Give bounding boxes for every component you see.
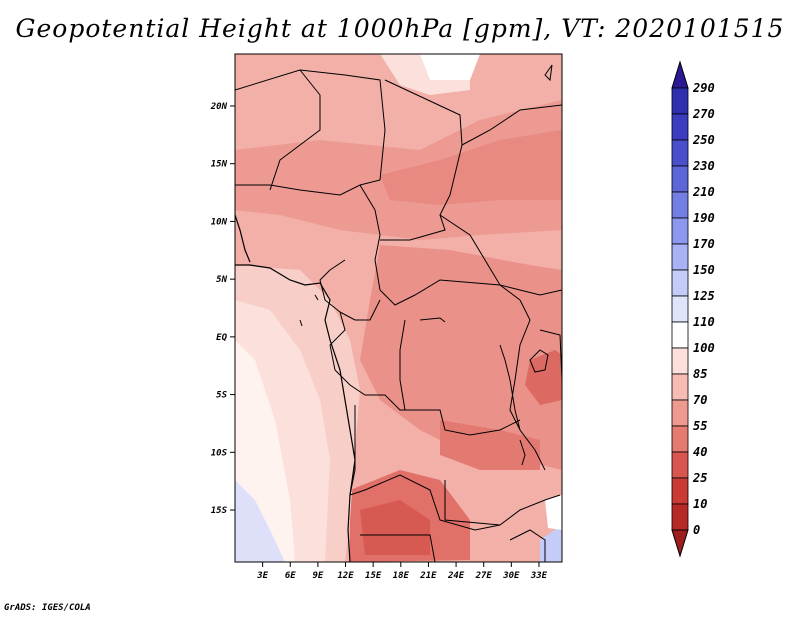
lat-tick-label: 15N (211, 160, 228, 170)
colorbar-segment (671, 165, 689, 193)
colorbar-label: 270 (692, 107, 715, 121)
longitude-axis: 3E 6E 9E 12E 15E 18E 21E 24E 27E 30E 33E (256, 562, 548, 581)
colorbar-label: 100 (693, 341, 715, 355)
colorbar-label: 0 (693, 523, 700, 537)
lon-tick-label: 24E (447, 571, 465, 581)
height-field (235, 54, 562, 562)
lon-tick-label: 6E (285, 571, 296, 581)
coastline (235, 214, 356, 562)
colorbar-label: 290 (692, 81, 715, 95)
colorbar-segment (671, 503, 689, 531)
lat-tick-label: EQ (216, 333, 227, 343)
map-title: Geopotential Height at 1000hPa [gpm], VT… (15, 14, 785, 43)
colorbar-segment (671, 425, 689, 453)
colorbar-segment (671, 191, 689, 219)
colorbar-top-arrow (671, 60, 689, 89)
colorbar-segment (671, 217, 689, 245)
colorbar-label: 230 (692, 159, 715, 173)
colorbar-segment (671, 243, 689, 271)
colorbar-label: 150 (693, 263, 715, 277)
lat-tick-label: 5S (216, 391, 227, 401)
latitude-axis: 20N 15N 10N 5N EQ 5S 10S 15S (210, 102, 235, 516)
lon-tick-label: 21E (419, 571, 437, 581)
colorbar-label: 55 (693, 419, 707, 433)
lon-tick-label: 30E (502, 571, 520, 581)
colorbar-segment (671, 113, 689, 141)
lon-tick-label: 27E (475, 571, 493, 581)
colorbar-segment (671, 295, 689, 323)
lon-tick-label: 9E (312, 571, 323, 581)
colorbar-label: 25 (692, 471, 707, 485)
colorbar-label: 110 (693, 315, 715, 329)
lon-tick-label: 12E (337, 571, 354, 581)
colorbar-segment (671, 477, 689, 505)
colorbar-segment (671, 87, 689, 115)
lon-tick-label: 18E (393, 571, 410, 581)
colorbar-segment (671, 269, 689, 297)
lat-tick-label: 10N (211, 217, 228, 227)
colorbar-label: 125 (693, 289, 715, 303)
lat-tick-label: 20N (210, 102, 228, 112)
lon-tick-label: 3E (256, 571, 268, 581)
colorbar-segment (671, 139, 689, 167)
colorbar-label: 250 (692, 133, 715, 147)
colorbar-label: 170 (693, 237, 715, 251)
map-frame (234, 53, 563, 563)
lakes (299, 64, 553, 466)
lon-tick-label: 33E (530, 571, 548, 581)
lat-tick-label: 10S (211, 448, 228, 458)
colorbar-label: 190 (693, 211, 715, 225)
colorbar-label: 10 (693, 497, 707, 511)
colorbar-label: 40 (693, 445, 707, 459)
lat-tick-label: 15S (211, 506, 228, 516)
colorbar-segment (671, 321, 689, 349)
colorbar-label: 85 (693, 367, 707, 381)
colorbar-segment (671, 399, 689, 427)
lat-tick-label: 5N (216, 275, 227, 285)
colorbar-segment (671, 347, 689, 375)
colorbar-segment (671, 373, 689, 401)
credit-text: GrADS: IGES/COLA (4, 603, 91, 613)
colorbar-label: 210 (692, 185, 715, 199)
colorbar-bottom-arrow (671, 529, 689, 558)
colorbar-label: 70 (693, 393, 707, 407)
colorbar: 2902702502302101901701501251101008570554… (671, 60, 715, 558)
lon-tick-label: 15E (365, 571, 382, 581)
colorbar-segment (671, 451, 689, 479)
